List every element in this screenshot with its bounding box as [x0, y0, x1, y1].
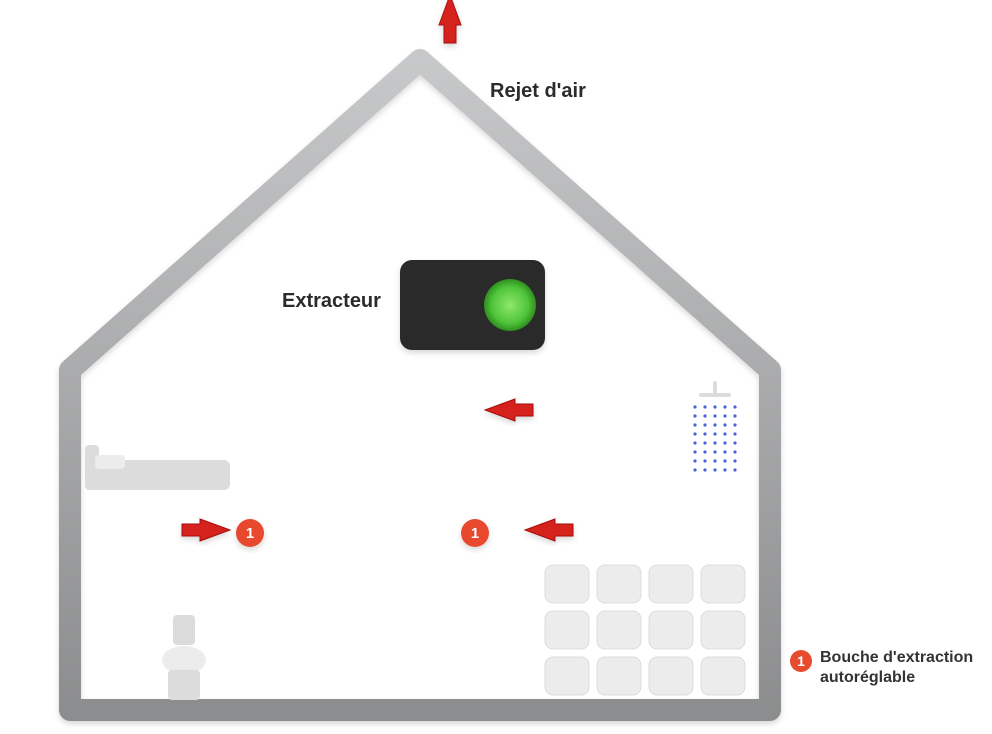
- legend-text: Bouche d'extraction autoréglable: [820, 648, 990, 688]
- label-extracteur: Extracteur: [282, 290, 381, 313]
- extractor-unit: [400, 260, 545, 350]
- svg-text:1: 1: [471, 525, 479, 542]
- label-rejet-air: Rejet d'air: [490, 80, 586, 103]
- legend-badge: 1: [790, 650, 812, 672]
- house-diagram: 11: [0, 0, 992, 734]
- room-furniture: [85, 383, 745, 700]
- svg-text:1: 1: [246, 525, 254, 542]
- legend: 1 Bouche d'extraction autoréglable: [790, 648, 990, 688]
- extractor-led-icon: [484, 279, 536, 331]
